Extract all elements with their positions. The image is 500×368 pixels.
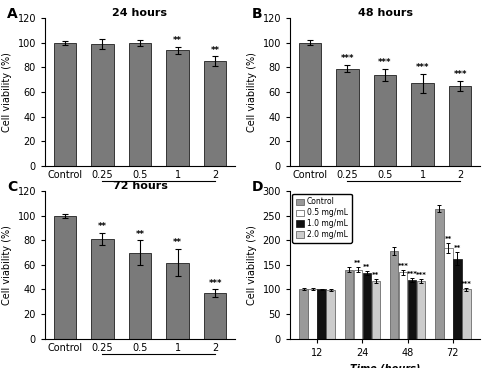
Y-axis label: Cell viability (%): Cell viability (%): [2, 225, 12, 305]
Text: $\it{D. candidum}$ (mg/mL): $\it{D. candidum}$ (mg/mL): [332, 198, 438, 212]
Bar: [166, 262, 189, 339]
Text: **: **: [372, 272, 380, 278]
Bar: [435, 209, 444, 339]
Bar: [54, 43, 76, 166]
Text: D: D: [252, 180, 264, 194]
Bar: [354, 270, 362, 339]
Text: **: **: [444, 236, 452, 242]
Text: A: A: [7, 7, 18, 21]
Text: **: **: [354, 261, 362, 266]
Bar: [336, 69, 358, 166]
Bar: [204, 293, 227, 339]
Bar: [453, 259, 462, 339]
Bar: [412, 84, 434, 166]
Bar: [308, 289, 317, 339]
Y-axis label: Cell viability (%): Cell viability (%): [2, 52, 12, 132]
Bar: [128, 253, 152, 339]
Bar: [408, 280, 416, 339]
Bar: [399, 272, 407, 339]
Text: C: C: [7, 180, 17, 194]
Bar: [417, 281, 426, 339]
X-axis label: Time (hours): Time (hours): [350, 363, 420, 368]
Bar: [444, 248, 452, 339]
Bar: [298, 43, 321, 166]
Bar: [91, 239, 114, 339]
Text: ***: ***: [340, 54, 354, 63]
Bar: [204, 61, 227, 166]
Bar: [300, 289, 308, 339]
Text: **: **: [173, 36, 182, 45]
Y-axis label: Cell viability (%): Cell viability (%): [247, 225, 257, 305]
Text: ***: ***: [454, 70, 467, 79]
Text: $\it{D. candidum}$ (mg/mL): $\it{D. candidum}$ (mg/mL): [86, 198, 194, 212]
Bar: [462, 290, 470, 339]
Text: ***: ***: [461, 280, 472, 287]
Text: **: **: [136, 230, 144, 238]
Text: **: **: [364, 264, 370, 270]
Bar: [54, 216, 76, 339]
Bar: [390, 251, 398, 339]
Text: ***: ***: [378, 58, 392, 67]
Bar: [344, 270, 353, 339]
Title: 24 hours: 24 hours: [112, 8, 168, 18]
Text: ***: ***: [208, 279, 222, 288]
Text: **: **: [210, 46, 220, 54]
Bar: [128, 43, 152, 166]
Text: ***: ***: [416, 272, 426, 278]
Legend: Control, 0.5 mg/mL, 1.0 mg/mL, 2.0 mg/mL: Control, 0.5 mg/mL, 1.0 mg/mL, 2.0 mg/mL: [292, 194, 352, 243]
Bar: [374, 75, 396, 166]
Text: **: **: [173, 238, 182, 247]
Text: B: B: [252, 7, 262, 21]
Text: **: **: [454, 245, 461, 251]
Bar: [318, 290, 326, 339]
Text: ***: ***: [406, 271, 418, 277]
Bar: [362, 273, 371, 339]
Y-axis label: Cell viability (%): Cell viability (%): [247, 52, 257, 132]
Bar: [372, 281, 380, 339]
Title: 72 hours: 72 hours: [112, 181, 168, 191]
Bar: [91, 44, 114, 166]
Bar: [449, 86, 471, 166]
Text: ***: ***: [416, 63, 430, 72]
Bar: [326, 290, 335, 339]
Bar: [166, 50, 189, 166]
Text: **: **: [98, 222, 107, 231]
Title: 48 hours: 48 hours: [358, 8, 412, 18]
Text: ***: ***: [398, 263, 408, 269]
